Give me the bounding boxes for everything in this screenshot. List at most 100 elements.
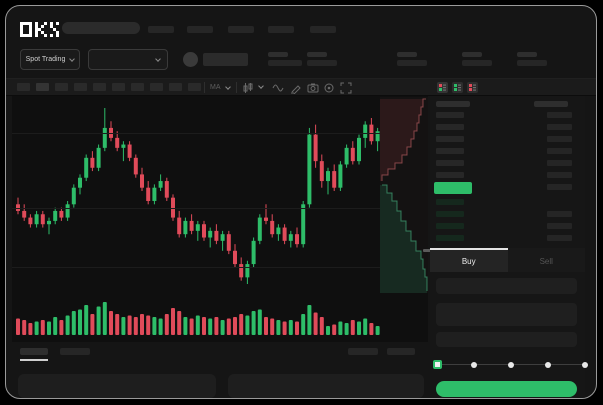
book-asks-icon[interactable] [467,82,478,93]
price-field[interactable] [436,278,577,294]
total-field[interactable] [436,332,577,347]
trade-side-panel [430,96,585,398]
stat-label-redacted [397,52,417,57]
chart-tool-redacted[interactable] [17,83,30,91]
ask-row-price[interactable] [436,136,464,142]
chart-tool-redacted[interactable] [74,83,87,91]
chart-tool-redacted[interactable] [188,83,201,91]
slider-stop[interactable] [508,362,514,368]
market-type-label: Spot Trading [25,56,66,63]
stat-value-redacted [307,60,337,66]
chart-tool-redacted[interactable] [150,83,163,91]
tab-sell-label: Sell [539,256,553,266]
nav-item-redacted[interactable] [187,26,213,33]
bid-row-amount [547,235,572,241]
chart-gridline [12,208,380,209]
depth-overlay [380,97,428,293]
orderbook-header-price [436,101,470,107]
bid-row-amount [547,211,572,217]
chevron-down-icon [225,84,231,90]
ask-row-amount [547,136,572,142]
candle-interval-icon [243,83,253,93]
okx-logo[interactable] [20,22,59,37]
candle-interval-dropdown[interactable] [243,83,264,93]
search-input[interactable] [62,22,140,34]
last-price-amount [547,184,572,190]
orderbook-header-amount [534,101,568,107]
slider-handle[interactable] [433,360,442,369]
chart-tool-redacted[interactable] [112,83,125,91]
nav-item-redacted[interactable] [268,26,294,33]
stat-label-redacted [307,52,327,57]
bottom-action-redacted[interactable] [387,348,415,355]
market-type-dropdown[interactable]: Spot Trading [20,49,80,70]
bid-row-price[interactable] [436,223,464,229]
bid-row-price[interactable] [436,199,464,205]
stat-label-redacted [462,52,482,57]
pair-name-redacted [203,53,248,66]
slider-stop[interactable] [582,362,588,368]
orders-panel-redacted [18,374,216,398]
chart-tool-redacted[interactable] [55,83,68,91]
app-window: Spot Trading MA [5,5,597,399]
ask-row-price[interactable] [436,172,464,178]
wave-icon[interactable] [272,82,284,94]
bottom-action-redacted[interactable] [348,348,378,355]
chart-gridline [12,267,380,268]
ask-row-price[interactable] [436,148,464,154]
ask-row-price[interactable] [436,160,464,166]
ma-label: MA [210,84,221,91]
bid-row-amount [547,223,572,229]
ask-row-price[interactable] [436,112,464,118]
bid-row-price[interactable] [436,211,464,217]
bid-row-price[interactable] [436,235,464,241]
last-price-badge[interactable] [434,182,472,194]
tab-buy[interactable]: Buy [430,248,508,272]
amount-field[interactable] [436,303,577,326]
ask-row-amount [547,124,572,130]
pair-dropdown[interactable] [88,49,168,70]
slider-stop[interactable] [471,362,477,368]
chart-toolbar: MA [6,78,596,96]
draw-icon[interactable] [290,82,302,94]
buy-cta-button[interactable] [436,381,577,397]
chart-tool-redacted[interactable] [169,83,182,91]
stat-value-redacted [268,60,302,66]
nav-item-redacted[interactable] [228,26,254,33]
price-marker [423,249,433,252]
chevron-down-icon [258,83,264,89]
settings-icon[interactable] [323,82,335,94]
ma-indicator-dropdown[interactable]: MA [210,84,231,91]
stat-value-redacted [517,60,547,66]
buy-sell-tabs: Buy Sell [430,248,585,272]
chart-tool-redacted[interactable] [93,83,106,91]
stat-label-redacted [268,52,288,57]
orders-panel-redacted [228,374,424,398]
chevron-down-icon [69,55,76,62]
bottom-tab-active[interactable] [20,348,48,355]
book-bids-icon[interactable] [452,82,463,93]
chart-tool-redacted[interactable] [131,83,144,91]
tab-sell[interactable]: Sell [507,248,585,272]
candlestick-chart[interactable] [12,100,380,292]
nav-item-redacted[interactable] [310,26,336,33]
bottom-tab-underline [20,359,48,361]
ask-row-amount [547,112,572,118]
chevron-down-icon [155,55,161,62]
ask-row-amount [547,160,572,166]
ask-row-amount [547,148,572,154]
ask-row-price[interactable] [436,124,464,130]
stat-value-redacted [462,60,492,66]
slider-stop[interactable] [545,362,551,368]
camera-icon[interactable] [307,82,319,94]
nav-item-redacted[interactable] [148,26,174,33]
book-both-icon[interactable] [437,82,448,93]
ask-row-amount [547,172,572,178]
stat-label-redacted [517,52,537,57]
volume-bars [16,302,380,335]
chart-tool-redacted[interactable] [36,83,49,91]
bottom-tab[interactable] [60,348,90,355]
stat-value-redacted [397,60,427,66]
fullscreen-icon[interactable] [340,82,352,94]
coin-avatar [183,52,198,67]
